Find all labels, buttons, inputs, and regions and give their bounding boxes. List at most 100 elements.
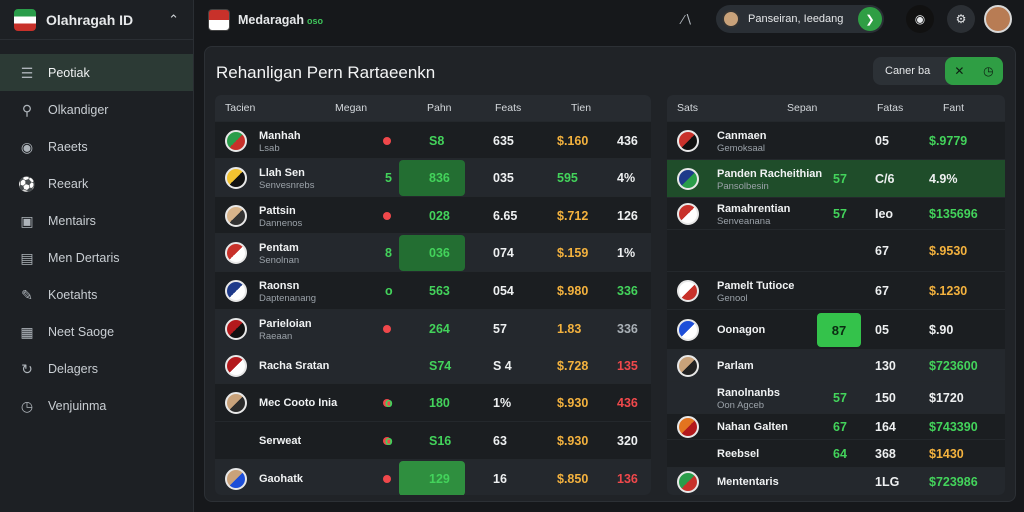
topbar-title: Medaragah oso: [238, 13, 323, 27]
profile-avatar[interactable]: [984, 5, 1012, 33]
table-row[interactable]: Canmaen Gemoksaal 05 $.9779: [667, 121, 1005, 159]
cell-value: 180: [429, 396, 450, 410]
table-row[interactable]: Mententaris 1LG $723986: [667, 467, 1005, 495]
table-row[interactable]: Pentam Senolnan 8 036 074 $.159 1%: [215, 233, 651, 271]
table-row[interactable]: Reebsel 64 368 $1430: [667, 439, 1005, 467]
table-row[interactable]: Llah Sen Senvesnrebs 5 836 035 595 4%: [215, 158, 651, 196]
refresh-icon: ↻: [21, 360, 33, 377]
table-row[interactable]: 67 $.9530: [667, 229, 1005, 271]
col-header[interactable]: Megan: [335, 102, 368, 114]
table-row[interactable]: Panden Racheithian Pansolbesin 57 C/6 4.9%: [667, 159, 1005, 197]
close-icon[interactable]: ✕: [954, 64, 965, 78]
team-subtitle: Senolnan: [259, 255, 300, 266]
cell-value: 4.9%: [929, 172, 958, 186]
sidebar-item-label: Olkandiger: [48, 102, 109, 117]
col-header[interactable]: Sats: [677, 102, 699, 114]
chevron-right-icon[interactable]: ❯: [858, 7, 882, 31]
team-subtitle: Oon Agceb: [717, 400, 765, 411]
team-subtitle: Gemoksaal: [717, 143, 766, 154]
sidebar-item-1[interactable]: ⚲ Olkandiger: [0, 91, 193, 128]
sidebar-item-2[interactable]: ◉ Raeets: [0, 128, 193, 165]
status-dot: [383, 324, 391, 333]
team-subtitle: Dannenos: [259, 217, 303, 229]
cell-value: 074: [493, 246, 514, 260]
table-row[interactable]: Pattsin Dannenos 028 6.65 $.712 126: [215, 196, 651, 233]
cell-value: $.90: [929, 323, 954, 337]
table-row[interactable]: Raonsn Daptenanang o 563 054 $.980 336: [215, 271, 651, 309]
main-panel: Rehanligan Pern Rartaeenkn Caner ba ✕ ◷ …: [204, 46, 1016, 502]
sidebar-item-8[interactable]: ↻ Delagers: [0, 350, 193, 387]
col-header[interactable]: Feats: [495, 102, 522, 114]
team-logo: [225, 317, 247, 340]
col-header[interactable]: Sepan: [787, 102, 818, 114]
col-header[interactable]: Fatas: [877, 102, 904, 114]
cell-value: 67: [833, 420, 847, 434]
user-switcher[interactable]: Panseiran, Ieedang ❯: [716, 5, 884, 33]
table-row[interactable]: Serweat o S16 63 $.930 320: [215, 421, 651, 459]
table-row[interactable]: Oonagon 87 05 $.90: [667, 309, 1005, 349]
sidebar-item-6[interactable]: ✎ Koetahts: [0, 276, 193, 313]
refresh-icon[interactable]: ◷: [983, 64, 994, 78]
team-name: Parieloian: [259, 317, 312, 330]
cell-value: 264: [429, 321, 450, 336]
collapse-icon[interactable]: ∕∖: [682, 12, 693, 27]
right-table-header: Sats Sepan Fatas Fant: [667, 95, 1005, 121]
team-subtitle: Senveanana: [717, 216, 771, 227]
table-row[interactable]: Parlam 130 $723600: [667, 349, 1005, 381]
cell-value: $135696: [929, 207, 978, 221]
sidebar-item-label: Koetahts: [48, 287, 98, 302]
cell-value: S8: [429, 133, 445, 148]
table-row[interactable]: Nahan Galten 67 164 $743390: [667, 413, 1005, 439]
cell-value: $.728: [557, 358, 589, 373]
score-badge[interactable]: 87: [817, 313, 861, 347]
team-logo: [677, 471, 699, 493]
sidebar-item-3[interactable]: ⚽ Reeark: [0, 165, 193, 202]
sidebar-item-9[interactable]: ◷ Venjuinma: [0, 387, 193, 424]
table-row[interactable]: Pamelt Tutioce Genool 67 $.1230: [667, 271, 1005, 309]
col-header[interactable]: Tien: [571, 102, 592, 114]
topbar-title-suffix: oso: [307, 16, 324, 26]
table-row[interactable]: Racha Sratan S74 S 4 $.728 135: [215, 346, 651, 383]
ball-icon[interactable]: ◉: [906, 5, 934, 33]
team-logo: [225, 392, 247, 414]
table-row[interactable]: Gaohatk 129 16 $.850 136: [215, 459, 651, 495]
sidebar-item-4[interactable]: ▣ Mentairs: [0, 202, 193, 239]
status-dot: [383, 399, 391, 407]
key-icon: ⚲: [21, 101, 33, 118]
topbar: Medaragah oso ∕∖ Panseiran, Ieedang ❯ ◉ ⚙: [194, 0, 1024, 40]
chevron-up-icon[interactable]: ⌃: [168, 11, 179, 27]
sidebar-item-label: Raeets: [48, 139, 88, 154]
highlight-cell: [399, 461, 465, 495]
cell-value: 05: [875, 134, 889, 148]
team-subtitle: Pansolbesin: [717, 181, 769, 192]
sidebar-item-0[interactable]: ☰ Peotiak: [0, 54, 193, 91]
settings-icon[interactable]: ⚙: [947, 5, 975, 33]
table-row[interactable]: Ramahrentian Senveanana 57 Ieo $135696: [667, 197, 1005, 229]
col-header[interactable]: Fant: [943, 102, 965, 114]
cell-value: $723600: [929, 359, 978, 373]
sidebar-item-5[interactable]: ▤ Men Dertaris: [0, 239, 193, 276]
table-row[interactable]: Ranolnanbs Oon Agceb 57 150 $1720: [667, 381, 1005, 413]
cell-value: 4%: [617, 171, 636, 185]
col-header[interactable]: Tacien: [225, 102, 256, 114]
cell-value: S 4: [493, 358, 512, 373]
list-icon: ☰: [20, 64, 34, 81]
status-dot: [383, 474, 391, 483]
table-row[interactable]: Parieloian Raeaan 264 57 1.83 336: [215, 309, 651, 346]
cell-value: 57: [493, 321, 507, 336]
cell-value: 57: [833, 172, 847, 186]
col-header[interactable]: Pahn: [427, 102, 452, 114]
filter-control[interactable]: Caner ba ✕ ◷: [873, 57, 1003, 85]
team-logo: [677, 130, 699, 152]
table-row[interactable]: Mec Cooto Inia o 180 1% $.930 436: [215, 383, 651, 421]
sidebar-item-7[interactable]: ▦ Neet Saoge: [0, 313, 193, 350]
left-table-header: Tacien Megan Pahn Feats Tien: [215, 95, 651, 121]
cell-value: 320: [617, 434, 638, 448]
brand-switcher[interactable]: Olahragah ID ⌃: [0, 0, 193, 40]
team-logo: [677, 416, 699, 438]
team-subtitle: Genool: [717, 293, 748, 304]
highlight-cell: [399, 160, 465, 196]
table-row[interactable]: Manhah Lsab S8 635 $.160 436: [215, 121, 651, 158]
cell-value: 67: [875, 244, 889, 258]
